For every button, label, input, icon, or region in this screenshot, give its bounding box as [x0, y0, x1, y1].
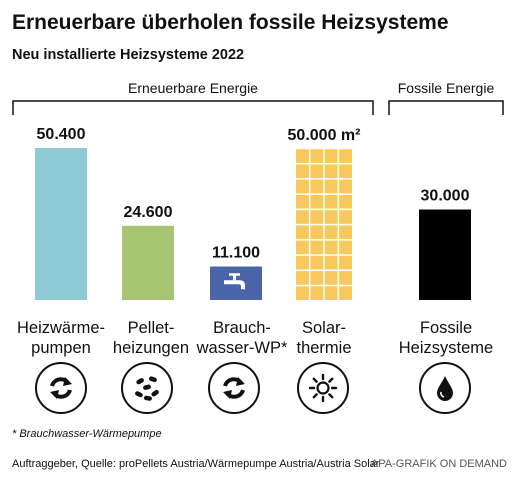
solar-panel-cell — [339, 164, 352, 179]
solar-panel-cell — [324, 179, 338, 194]
solar-panel-cell — [310, 179, 324, 194]
category-label-line: Heizwärme- — [17, 319, 106, 337]
category-label-line: Brauch- — [213, 319, 271, 337]
solar-panel-cell — [324, 149, 338, 163]
category-label-fossil: Fossile Heizsysteme — [396, 318, 496, 358]
source-note: Auftraggeber, Quelle: proPellets Austria… — [12, 458, 380, 470]
solar-panel-cell — [296, 164, 309, 179]
value-label-pellet: 24.600 — [124, 204, 173, 221]
category-label-hotwater: Brauch- wasser-WP* — [192, 318, 292, 358]
solar-panel-cell — [310, 271, 324, 285]
solar-panel-cell — [339, 271, 352, 285]
sun-icon — [308, 373, 338, 403]
category-label-solar: Solar- thermie — [280, 318, 368, 358]
pellets-icon — [135, 376, 159, 401]
recycle-icon — [223, 377, 245, 399]
bar-fossil — [419, 209, 471, 300]
solar-panel-cell — [296, 240, 309, 255]
solar-panel-cell — [296, 255, 309, 270]
chart-subtitle: Neu installierte Heizsysteme 2022 — [12, 47, 245, 63]
solar-panel-cell — [310, 149, 324, 163]
credit-note: APA-GRAFIK ON DEMAND — [370, 458, 507, 470]
solar-panel-cell — [324, 271, 338, 285]
solar-panel-cell — [310, 225, 324, 240]
recycle-icon — [50, 377, 72, 399]
value-label-hotwater: 11.100 — [212, 245, 260, 262]
pellet-icon-badge — [121, 362, 173, 414]
solar-icon-badge — [297, 362, 349, 414]
solar-panel-cell — [324, 210, 338, 224]
solar-panel-cell — [339, 240, 352, 255]
chart-title: Erneuerbare überholen fossile Heizsystem… — [12, 11, 449, 34]
bar-pellet — [122, 225, 174, 300]
solar-panel-cell — [296, 194, 309, 209]
solar-panel-cell — [296, 179, 309, 194]
bar-solar — [296, 149, 352, 300]
category-label-line: pumpen — [31, 339, 91, 357]
renewable-bracket — [12, 100, 374, 115]
solar-panel-cell — [324, 225, 338, 240]
solar-panel-cell — [339, 210, 352, 224]
solar-panel-cell — [324, 164, 338, 179]
solar-panel-cell — [339, 255, 352, 270]
heatpump-icon-badge — [35, 362, 87, 414]
solar-panel-cell — [339, 225, 352, 240]
solar-panel-cell — [310, 240, 324, 255]
solar-panel-cell — [324, 255, 338, 270]
value-label-heatpump: 50.400 — [37, 126, 86, 143]
solar-panel-cell — [310, 164, 324, 179]
solar-panel-cell — [324, 286, 338, 300]
bar-heatpump — [35, 148, 87, 300]
oil-drop-icon — [437, 376, 453, 401]
category-label-heatpump: Heizwärme- pumpen — [17, 318, 105, 358]
category-label-line: heizungen — [112, 339, 190, 357]
solar-panel-cell — [296, 286, 309, 300]
solar-panel-cell — [296, 225, 309, 240]
solar-panel-cell — [310, 286, 324, 300]
solar-panel-cell — [296, 271, 309, 285]
solar-panel-cell — [310, 255, 324, 270]
category-label-line: Pellet- — [127, 319, 175, 337]
footnote: * Brauchwasser-Wärmepumpe — [12, 428, 162, 440]
solar-panel-cell — [339, 149, 352, 163]
solar-panel-cell — [310, 210, 324, 224]
group-label-fossil: Fossile Energie — [397, 80, 495, 96]
solar-panel-cell — [296, 210, 309, 224]
category-label-line: wasser-WP* — [196, 339, 288, 357]
solar-panel-cell — [296, 149, 309, 163]
category-label-line: Fossile — [419, 319, 473, 337]
solar-panel-cell — [310, 194, 324, 209]
category-label-pellet: Pellet- heizungen — [107, 318, 195, 358]
value-label-fossil: 30.000 — [421, 188, 470, 205]
category-label-line: thermie — [296, 339, 352, 357]
group-label-renewable: Erneuerbare Energie — [128, 80, 258, 96]
value-label-solar: 50.000 m² — [288, 127, 361, 144]
solar-panel-cell — [339, 194, 352, 209]
faucet-icon — [224, 273, 245, 290]
category-label-line: Solar- — [301, 319, 346, 337]
hotwater-icon-badge — [208, 362, 260, 414]
fossil-bracket — [388, 100, 504, 115]
fossil-icon-badge — [419, 362, 471, 414]
solar-panel-cell — [324, 240, 338, 255]
solar-panel-cell — [339, 286, 352, 300]
solar-panel-cell — [339, 179, 352, 194]
solar-panel-cell — [324, 194, 338, 209]
category-label-line: Heizsysteme — [398, 339, 494, 357]
